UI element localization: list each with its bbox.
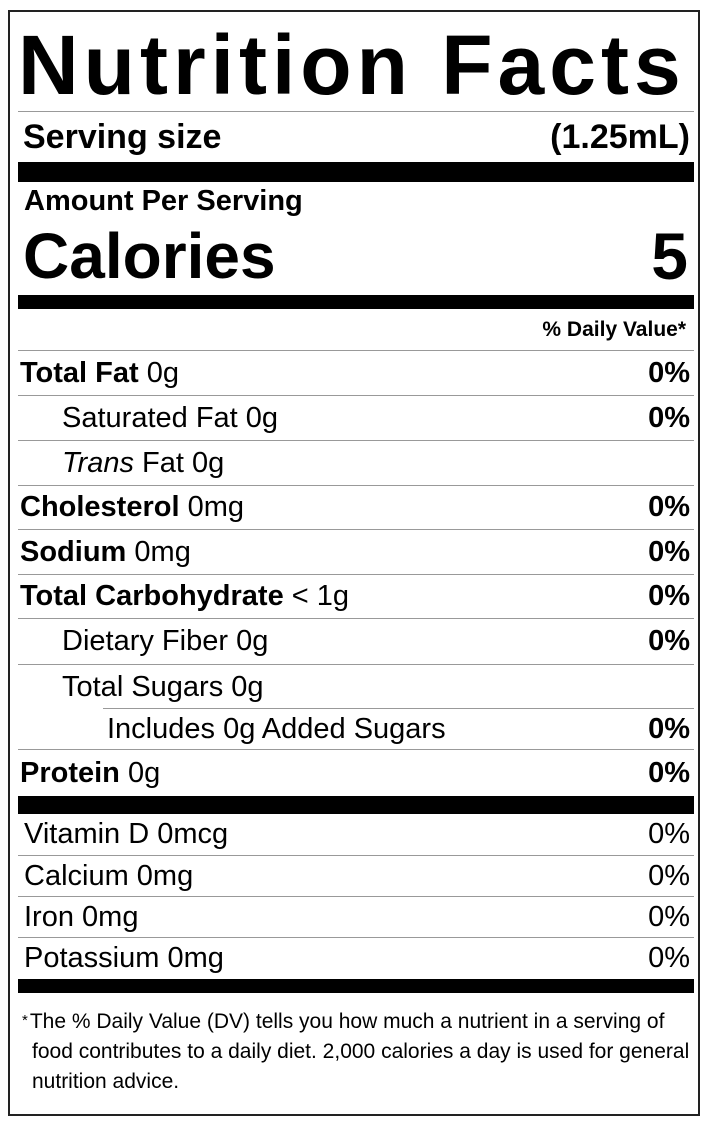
nutrient-dv: 0% xyxy=(648,356,690,389)
vitamin-row: Vitamin D 0mcg 0% xyxy=(18,814,694,856)
nutrient-label: Total Carbohydrate xyxy=(20,580,284,612)
nutrient-label: Cholesterol xyxy=(20,491,180,523)
daily-value-header-text: % Daily Value* xyxy=(542,317,686,341)
nutrient-row-protein: Protein 0g 0% xyxy=(18,750,694,796)
vitamin-dv: 0% xyxy=(648,900,690,933)
thick-divider xyxy=(18,796,694,814)
nutrient-amount: 0g xyxy=(146,356,180,389)
footnote: *The % Daily Value (DV) tells you how mu… xyxy=(18,1006,692,1097)
nutrient-dv: 0% xyxy=(648,756,690,789)
serving-size-label: Serving size xyxy=(23,117,222,156)
nutrient-row-dietary-fiber: Dietary Fiber 0g 0% xyxy=(18,619,694,665)
nutrient-dv: 0% xyxy=(648,401,690,434)
vitamin-row: Potassium 0mg 0% xyxy=(18,938,694,979)
vitamin-label: Potassium 0mg xyxy=(24,942,224,974)
nutrient-amount: 0mg xyxy=(187,491,245,523)
nutrient-dv: 0% xyxy=(648,712,690,745)
nutrient-label: Sodium xyxy=(20,535,127,568)
footnote-text: The % Daily Value (DV) tells you how muc… xyxy=(29,1010,690,1093)
nutrition-label xyxy=(8,10,700,1116)
vitamin-dv: 0% xyxy=(648,818,690,850)
nutrient-dv: 0% xyxy=(648,580,690,612)
divider xyxy=(103,708,694,709)
label-title: Nutrition Facts xyxy=(18,18,694,112)
nutrient-dv: 0% xyxy=(648,535,690,568)
nutrient-amount: 0g xyxy=(236,625,269,657)
nutrient-label: Total Sugars xyxy=(62,670,224,703)
nutrient-dv: 0% xyxy=(648,625,690,657)
thick-divider xyxy=(18,295,694,309)
nutrient-amount: 0g xyxy=(127,756,161,789)
nutrient-amount: 0g xyxy=(245,401,279,434)
nutrient-label: Saturated Fat xyxy=(62,401,238,434)
nutrient-amount: 0mg xyxy=(134,535,191,568)
vitamin-row: Iron 0mg 0% xyxy=(18,897,694,938)
serving-size-row: Serving size (1.25mL) xyxy=(18,112,694,162)
vitamin-dv: 0% xyxy=(648,942,690,974)
calories-label: Calories xyxy=(23,220,276,292)
nutrient-row-trans-fat: Trans Fat 0g xyxy=(18,441,694,486)
vitamin-label: Calcium 0mg xyxy=(24,859,194,892)
nutrient-amount: 0g xyxy=(192,446,225,479)
calories-row: Calories 5 xyxy=(18,218,694,294)
calories-value: 5 xyxy=(651,219,688,293)
amount-per-serving: Amount Per Serving xyxy=(24,185,303,217)
nutrient-amount: 0g xyxy=(231,670,264,703)
nutrient-label: Dietary Fiber xyxy=(62,625,228,657)
nutrient-row-total-fat: Total Fat 0g 0% xyxy=(18,351,694,396)
thick-divider xyxy=(18,162,694,182)
vitamin-label: Iron 0mg xyxy=(24,900,139,933)
nutrient-row-total-sugars: Total Sugars 0g xyxy=(18,665,694,709)
nutrient-label-italic: Trans xyxy=(62,446,134,479)
daily-value-header: % Daily Value* xyxy=(18,309,694,351)
footnote-asterisk: * xyxy=(22,1012,28,1029)
nutrient-amount: < 1g xyxy=(291,580,350,612)
nutrient-dv: 0% xyxy=(648,491,690,523)
vitamin-label: Vitamin D 0mcg xyxy=(24,818,229,850)
serving-size-value: (1.25mL) xyxy=(550,117,690,156)
nutrient-row-total-carbohydrate: Total Carbohydrate < 1g 0% xyxy=(18,575,694,619)
nutrient-row-added-sugars: Includes 0g Added Sugars 0% xyxy=(18,709,694,750)
nutrient-label: Includes 0g Added Sugars xyxy=(107,712,446,745)
thick-divider xyxy=(18,979,694,993)
nutrient-label: Total Fat xyxy=(20,356,139,389)
nutrient-row-saturated-fat: Saturated Fat 0g 0% xyxy=(18,396,694,441)
nutrient-row-cholesterol: Cholesterol 0mg 0% xyxy=(18,486,694,530)
vitamin-row: Calcium 0mg 0% xyxy=(18,856,694,897)
vitamin-dv: 0% xyxy=(648,859,690,892)
nutrient-label: Fat xyxy=(142,446,184,479)
nutrient-label: Protein xyxy=(20,756,120,789)
nutrient-row-sodium: Sodium 0mg 0% xyxy=(18,530,694,575)
